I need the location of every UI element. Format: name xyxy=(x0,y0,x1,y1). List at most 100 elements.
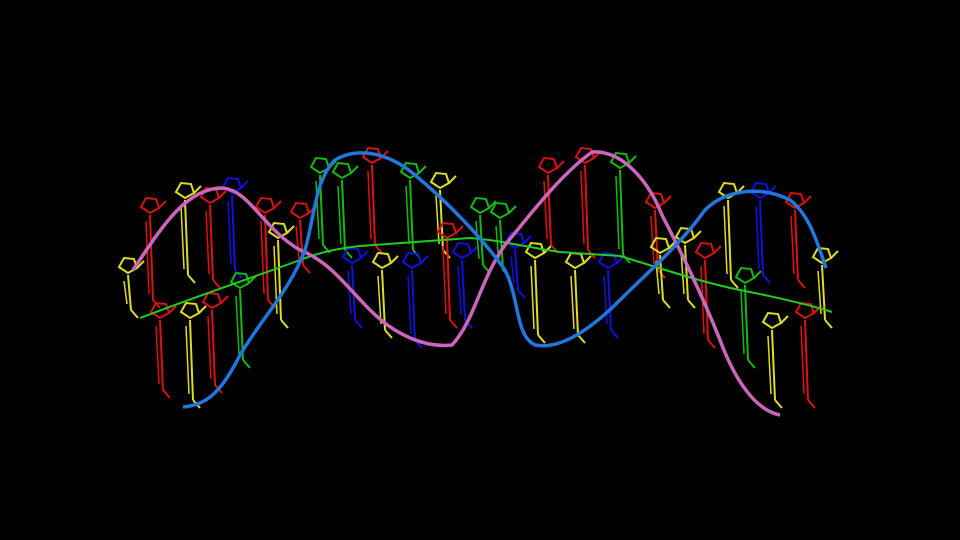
base-stick xyxy=(780,315,789,324)
base-stick xyxy=(189,319,194,401)
base-stick xyxy=(435,195,440,245)
base-stick xyxy=(510,255,515,285)
base-stick xyxy=(227,200,232,265)
base-stick xyxy=(185,325,190,395)
base-stick xyxy=(289,201,311,220)
base-stick xyxy=(680,250,685,295)
base-stick xyxy=(254,196,276,215)
base-stick xyxy=(371,251,393,270)
strand-backbone xyxy=(182,151,828,409)
base-stick xyxy=(280,319,289,329)
base-stick xyxy=(405,185,410,245)
base-stick xyxy=(446,239,451,321)
base-stick xyxy=(242,359,251,369)
base-stick xyxy=(436,221,458,240)
base-stick xyxy=(794,301,816,320)
base-stick xyxy=(337,185,342,245)
base-stick xyxy=(517,289,526,299)
base-stick xyxy=(451,241,473,260)
base-stick xyxy=(580,170,585,245)
base-stick xyxy=(360,250,369,259)
base-stick xyxy=(774,399,783,409)
base-stick xyxy=(469,196,491,215)
base-stick xyxy=(448,175,457,184)
base-stick xyxy=(610,329,619,339)
strand-backbone xyxy=(131,150,781,417)
base-stick xyxy=(577,334,586,344)
base-stick xyxy=(537,156,559,175)
base-stick xyxy=(309,156,331,175)
base-stick xyxy=(489,201,511,220)
base-stick xyxy=(556,160,565,169)
base-stick xyxy=(267,221,289,240)
base-stick xyxy=(218,190,227,199)
base-stick xyxy=(771,329,776,401)
base-stick xyxy=(784,191,806,210)
base-stick xyxy=(377,275,382,325)
base-stick xyxy=(584,164,589,251)
base-stick xyxy=(367,170,372,240)
base-stick xyxy=(220,295,229,304)
base-stick xyxy=(753,270,762,279)
base-stick xyxy=(347,270,352,315)
base-stick xyxy=(547,174,552,246)
base-stick xyxy=(209,204,214,281)
base-stick xyxy=(235,295,240,355)
base-stick xyxy=(537,334,546,344)
base-stick xyxy=(350,165,359,174)
base-stick xyxy=(687,299,696,309)
base-stick xyxy=(824,319,833,329)
base-stick xyxy=(240,180,249,189)
base-stick xyxy=(684,244,689,301)
base-stick xyxy=(488,200,497,209)
base-stick xyxy=(449,319,458,329)
base-stick xyxy=(179,301,201,320)
base-stick xyxy=(803,195,812,204)
base-stick xyxy=(694,241,716,260)
base-stick xyxy=(603,275,608,325)
base-stick xyxy=(650,215,655,265)
base-stick xyxy=(374,244,383,254)
base-stick xyxy=(797,279,806,289)
base-stick xyxy=(207,315,212,380)
base-stick xyxy=(504,231,526,250)
base-stick xyxy=(727,199,732,281)
base-stick xyxy=(286,225,295,234)
base-stick xyxy=(155,325,160,385)
base-stick xyxy=(811,246,833,265)
base-stick xyxy=(662,299,671,309)
base-stick xyxy=(145,220,150,295)
base-stick xyxy=(804,319,809,401)
base-stick xyxy=(530,265,535,330)
base-stick xyxy=(457,265,462,315)
base-stick xyxy=(315,180,320,240)
base-stick xyxy=(127,274,132,311)
base-stick xyxy=(429,171,451,190)
base-stick xyxy=(149,214,154,301)
base-stick xyxy=(302,264,311,274)
base-stick xyxy=(723,205,728,275)
base-stick xyxy=(341,179,346,251)
base-stick xyxy=(543,180,548,240)
base-stick xyxy=(184,199,189,276)
base-stick xyxy=(260,220,265,295)
base-stick xyxy=(707,339,716,349)
base-stick xyxy=(514,249,519,291)
base-stick xyxy=(534,259,539,336)
base-stick xyxy=(174,181,196,200)
base-stick xyxy=(649,236,671,255)
base-stick xyxy=(381,269,386,331)
base-stick xyxy=(761,311,783,330)
base-stick xyxy=(442,249,451,259)
base-stick xyxy=(615,175,620,250)
base-stick xyxy=(607,269,612,331)
base-stick xyxy=(475,220,480,260)
base-stick xyxy=(470,245,479,254)
base-stick xyxy=(830,250,839,259)
base-stick xyxy=(508,205,517,214)
base-stick xyxy=(264,214,269,301)
base-stick xyxy=(273,200,282,209)
base-stick xyxy=(123,280,128,305)
